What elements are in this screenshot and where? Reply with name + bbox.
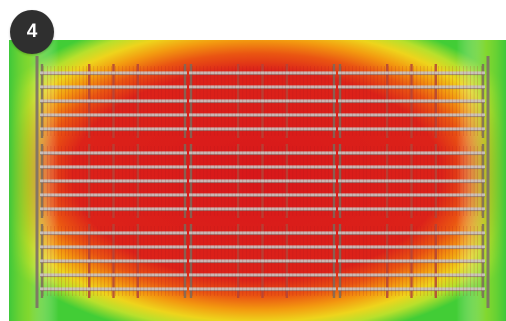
fixture-panel [40,144,187,218]
fixture-grid [35,56,490,308]
step-number-badge: 4 [10,10,54,54]
fixture-panel [40,224,187,298]
fixture-panel [189,144,336,218]
fixture-panel [189,224,336,298]
frame-post [486,56,490,308]
heat-map-image [9,40,506,321]
step-number-text: 4 [26,21,38,42]
fixture-panel [189,64,336,138]
frame-post [35,56,39,308]
fixture-panel [338,144,485,218]
fixture-panel [338,64,485,138]
fixture-panel [338,224,485,298]
fixture-panel [40,64,187,138]
